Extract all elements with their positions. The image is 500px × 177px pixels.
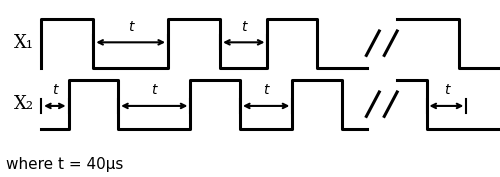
Text: where t = 40μs: where t = 40μs <box>6 157 124 172</box>
Text: t: t <box>152 83 157 97</box>
Text: t: t <box>128 20 134 34</box>
Text: t: t <box>52 83 58 97</box>
Text: X₁: X₁ <box>14 34 34 52</box>
Text: t: t <box>241 20 246 34</box>
Text: t: t <box>444 83 449 97</box>
Text: t: t <box>264 83 269 97</box>
Text: X₂: X₂ <box>14 95 34 113</box>
